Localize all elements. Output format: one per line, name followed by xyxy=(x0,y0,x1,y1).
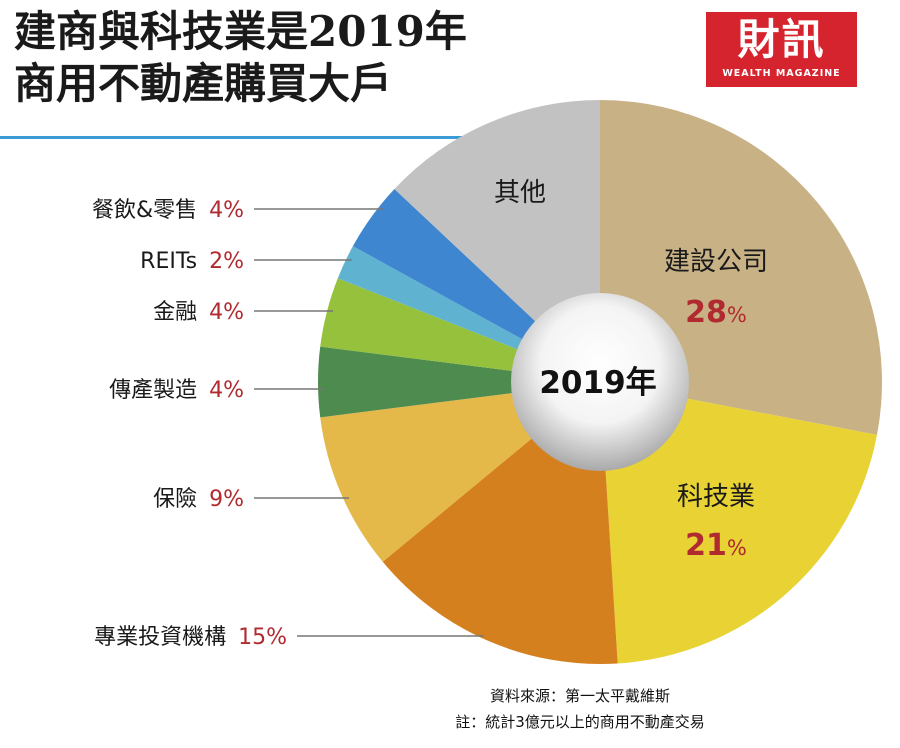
slice-item-4 xyxy=(317,346,600,418)
slice-value-label: 28% xyxy=(685,295,747,330)
slice-value-label: 15% xyxy=(238,625,287,650)
brand-logo: 財訊 WEALTH MAGAZINE xyxy=(706,12,857,87)
slice-category-label: 專業投資機構 xyxy=(94,625,226,650)
slice-category-label: 科技業 xyxy=(677,482,755,512)
title-line-1: 建商與科技業是2019年 xyxy=(14,7,467,56)
brand-subtitle: WEALTH MAGAZINE xyxy=(722,68,841,79)
donut-center xyxy=(511,293,689,471)
center-year-label: 2019年 xyxy=(539,365,656,401)
slice-category-label: 傳產製造 xyxy=(109,378,197,403)
slice-value-label: 4% xyxy=(209,378,244,403)
slice-category-label: 建設公司 xyxy=(664,247,768,277)
slice-value-label: 4% xyxy=(209,300,244,325)
footnote: 註：統計3億元以上的商用不動產交易 xyxy=(455,713,705,731)
slice-value-label: 9% xyxy=(209,487,244,512)
title-line-2: 商用不動產購買大戶 xyxy=(14,59,393,108)
slice-category-label: 其他 xyxy=(494,178,546,208)
slice-item-1 xyxy=(600,382,878,664)
page-title: 建商與科技業是2019年 商用不動產購買大戶 xyxy=(14,6,467,110)
chart-footnotes: 資料來源：第一太平戴維斯 註：統計3億元以上的商用不動產交易 xyxy=(400,683,760,735)
title-divider xyxy=(0,136,470,139)
slice-category-label: 餐飲&零售 xyxy=(92,198,197,223)
slice-value-label: 21% xyxy=(685,528,747,563)
chart-labels: 建設公司 28% 科技業 21% 15% 專業投資機構 9% 保險 4% 傳產製造 4% 金融 2% RE… xyxy=(92,178,768,650)
slice-value-label: 2% xyxy=(209,249,244,274)
slice-category-label: REITs xyxy=(140,249,197,274)
slice-category-label: 保險 xyxy=(153,487,197,512)
slice-value-label: 4% xyxy=(209,198,244,223)
brand-name: 財訊 xyxy=(737,15,826,64)
source-note: 資料來源：第一太平戴維斯 xyxy=(489,687,670,705)
slice-category-label: 金融 xyxy=(153,300,197,325)
